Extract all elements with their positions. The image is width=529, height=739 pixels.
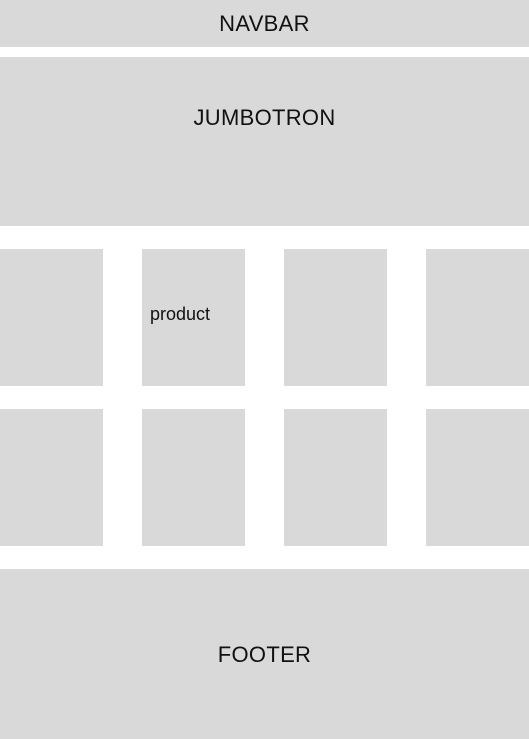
jumbotron: JUMBOTRON <box>0 57 529 226</box>
product-card[interactable] <box>0 249 103 386</box>
jumbotron-label: JUMBOTRON <box>193 105 336 130</box>
product-card[interactable] <box>426 409 529 546</box>
product-card[interactable]: product <box>142 249 245 386</box>
product-card[interactable] <box>426 249 529 386</box>
product-card[interactable] <box>142 409 245 546</box>
product-card-label: product <box>150 304 211 324</box>
product-card[interactable] <box>0 409 103 546</box>
footer: FOOTER <box>0 569 529 739</box>
footer-label: FOOTER <box>217 642 312 667</box>
product-card[interactable] <box>284 409 387 546</box>
navbar-label: NAVBAR <box>219 10 310 36</box>
product-card[interactable] <box>284 249 387 386</box>
navbar: NAVBAR <box>0 0 529 47</box>
